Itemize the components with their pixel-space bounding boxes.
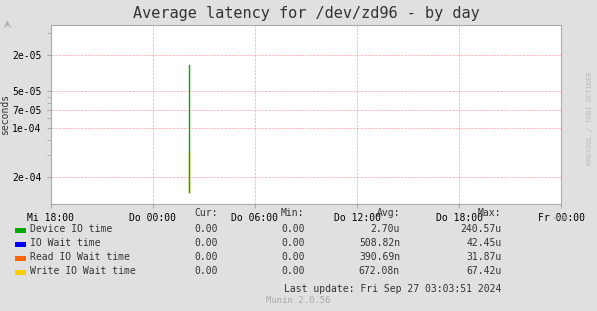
Text: 240.57u: 240.57u — [460, 224, 501, 234]
Text: 67.42u: 67.42u — [466, 266, 501, 276]
Text: Munin 2.0.56: Munin 2.0.56 — [266, 296, 331, 305]
Text: 42.45u: 42.45u — [466, 238, 501, 248]
Text: 0.00: 0.00 — [281, 266, 304, 276]
Text: 672.08n: 672.08n — [359, 266, 400, 276]
Y-axis label: seconds: seconds — [0, 94, 10, 135]
Title: Average latency for /dev/zd96 - by day: Average latency for /dev/zd96 - by day — [133, 6, 479, 21]
Text: Cur:: Cur: — [195, 208, 218, 218]
Text: 0.00: 0.00 — [195, 266, 218, 276]
Text: 2.70u: 2.70u — [371, 224, 400, 234]
Text: 0.00: 0.00 — [281, 224, 304, 234]
Text: Last update: Fri Sep 27 03:03:51 2024: Last update: Fri Sep 27 03:03:51 2024 — [284, 284, 501, 294]
Text: RRDTOOL / TOBI OETIKER: RRDTOOL / TOBI OETIKER — [587, 72, 593, 165]
Text: Device IO time: Device IO time — [30, 224, 113, 234]
Text: 0.00: 0.00 — [281, 238, 304, 248]
Text: 0.00: 0.00 — [195, 238, 218, 248]
Text: Max:: Max: — [478, 208, 501, 218]
Text: Min:: Min: — [281, 208, 304, 218]
Text: Read IO Wait time: Read IO Wait time — [30, 252, 130, 262]
Text: 390.69n: 390.69n — [359, 252, 400, 262]
Text: 31.87u: 31.87u — [466, 252, 501, 262]
Text: 0.00: 0.00 — [195, 252, 218, 262]
Text: Write IO Wait time: Write IO Wait time — [30, 266, 136, 276]
Text: 508.82n: 508.82n — [359, 238, 400, 248]
Text: IO Wait time: IO Wait time — [30, 238, 101, 248]
Text: 0.00: 0.00 — [281, 252, 304, 262]
Text: 0.00: 0.00 — [195, 224, 218, 234]
Text: Avg:: Avg: — [377, 208, 400, 218]
